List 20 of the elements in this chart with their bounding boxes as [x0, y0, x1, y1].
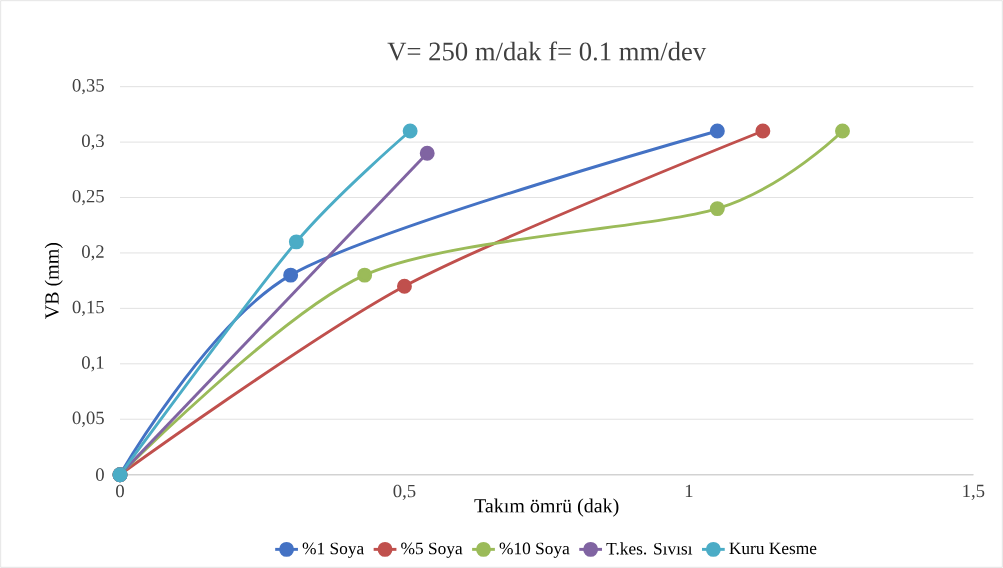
y-tick-label: 0,1: [82, 356, 104, 372]
y-tick-label: 0,3: [82, 134, 104, 150]
x-tick-label: 0,5: [393, 484, 416, 500]
x-tick-label: 0: [116, 484, 124, 498]
legend-label: T.kes. Sıvısı: [606, 542, 693, 555]
y-tick-label: 0,2: [82, 245, 104, 261]
y-tick-label: 0: [96, 468, 104, 481]
legend-label: Kuru Kesme: [729, 542, 817, 555]
y-tick-label: 0,05: [72, 411, 104, 427]
x-tick-label: 1,5: [963, 484, 985, 500]
y-tick-label: 0,35: [72, 79, 104, 95]
x-axis-title: Takım ömrü (dak): [474, 498, 619, 517]
chart-title: V= 250 m/dak f= 0.1 mm/dev: [387, 41, 707, 61]
x-tick-label: 1: [685, 484, 693, 498]
legend-label: %5 Soya: [401, 542, 463, 558]
legend-label: %10 Soya: [499, 542, 570, 558]
y-tick-label: 0,25: [72, 189, 104, 206]
y-tick-label: 0,15: [72, 300, 104, 317]
legend-label: %1 Soya: [302, 542, 364, 558]
y-axis-title: VB (mm): [44, 242, 63, 320]
